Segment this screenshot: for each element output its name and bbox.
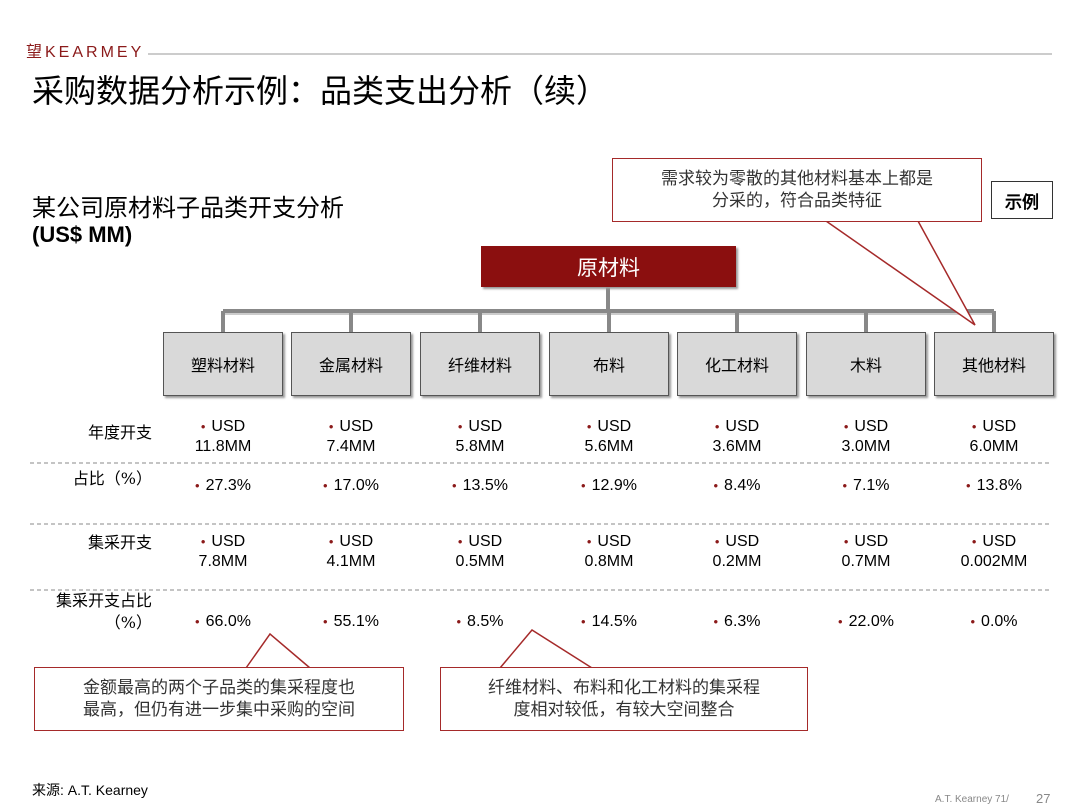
cell: USD 3.0MM <box>806 417 926 457</box>
callout: 金额最高的两个子品类的集采程度也 最高，但仍有进一步集中采购的空间 <box>34 667 404 731</box>
cell: USD 7.8MM <box>163 532 283 572</box>
footer-company: A.T. Kearney 71/ <box>935 794 1009 805</box>
cell: USD 0.7MM <box>806 532 926 572</box>
cell: USD 11.8MM <box>163 417 283 457</box>
category-node: 化工材料 <box>677 332 797 396</box>
cell: 22.0% <box>806 612 926 632</box>
cell: 14.5% <box>549 612 669 632</box>
category-node: 其他材料 <box>934 332 1054 396</box>
cell: 13.5% <box>420 476 540 496</box>
row-label: 集采开支 <box>87 533 152 552</box>
cell: USD 5.8MM <box>420 417 540 457</box>
category-node: 木料 <box>806 332 926 396</box>
title: 采购数据分析示例：品类支出分析（续） <box>32 72 609 110</box>
category-node: 塑料材料 <box>163 332 283 396</box>
subtitle: 某公司原材料子品类开支分析 <box>32 194 344 222</box>
cell: 17.0% <box>291 476 411 496</box>
cell: USD 4.1MM <box>291 532 411 572</box>
cell: 7.1% <box>806 476 926 496</box>
cell: USD 0.002MM <box>934 532 1054 572</box>
root-node: 原材料 <box>481 246 736 287</box>
cell: USD 0.2MM <box>677 532 797 572</box>
category-node: 布料 <box>549 332 669 396</box>
row-label: 年度开支 <box>87 423 152 442</box>
page-number: 27 <box>1036 791 1051 806</box>
category-node: 纤维材料 <box>420 332 540 396</box>
cell: USD 3.6MM <box>677 417 797 457</box>
cell: 13.8% <box>934 476 1054 496</box>
cell: 8.5% <box>420 612 540 632</box>
cell: 6.3% <box>677 612 797 632</box>
cell: 12.9% <box>549 476 669 496</box>
cell: USD 5.6MM <box>549 417 669 457</box>
cell: USD 7.4MM <box>291 417 411 457</box>
badge: 示例 <box>991 181 1053 219</box>
cell: 55.1% <box>291 612 411 632</box>
cell: 8.4% <box>677 476 797 496</box>
callout: 需求较为零散的其他材料基本上都是 分采的，符合品类特征 <box>612 158 982 222</box>
cell: 0.0% <box>934 612 1054 632</box>
row-label: 集采开支占比 （%） <box>55 591 152 632</box>
row-label: 占比（%） <box>72 469 152 488</box>
subtitle-unit: (US$ MM) <box>32 222 133 247</box>
logo: 望KEARMEY <box>26 44 145 61</box>
cell: 66.0% <box>163 612 283 632</box>
cell: USD 0.5MM <box>420 532 540 572</box>
source: 来源: A.T. Kearney <box>32 782 148 798</box>
cell: 27.3% <box>163 476 283 496</box>
cell: USD 0.8MM <box>549 532 669 572</box>
cell: USD 6.0MM <box>934 417 1054 457</box>
callout: 纤维材料、布料和化工材料的集采程 度相对较低，有较大空间整合 <box>440 667 808 731</box>
category-node: 金属材料 <box>291 332 411 396</box>
